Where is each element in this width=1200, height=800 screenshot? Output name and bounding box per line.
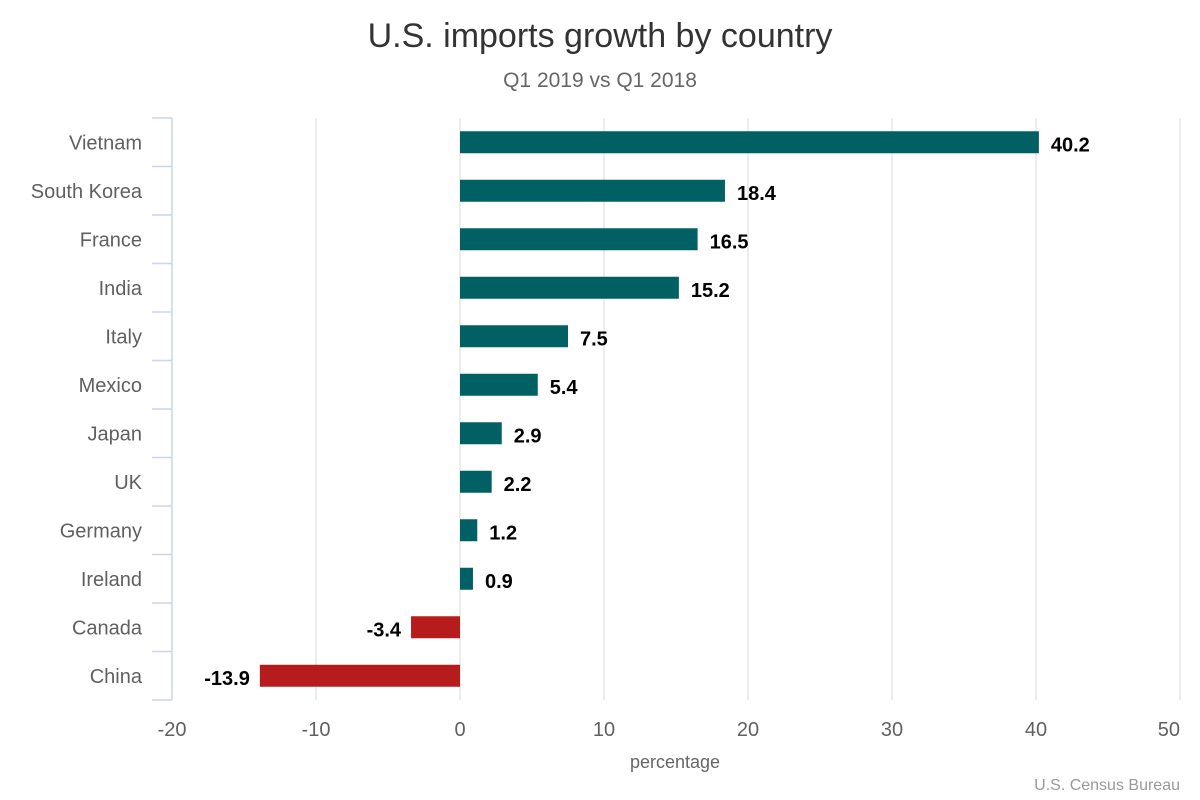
category-axis: Vietnam South Korea France India Italy Mexico… — [31, 117, 173, 701]
category-label: China — [90, 666, 143, 688]
bar — [460, 422, 502, 445]
x-tick-label: 50 — [1158, 719, 1180, 741]
x-tick-label: 40 — [1025, 719, 1047, 741]
data-label: 2.9 — [514, 425, 542, 447]
bar — [460, 325, 568, 348]
data-label: 1.2 — [489, 522, 517, 544]
data-label: 2.2 — [504, 474, 532, 496]
category-label: Japan — [88, 423, 143, 445]
category-label: Vietnam — [69, 132, 142, 154]
x-tick-label: 20 — [737, 719, 759, 741]
data-label: 16.5 — [710, 231, 749, 253]
credit-text: U.S. Census Bureau — [1034, 777, 1180, 794]
bar — [460, 276, 679, 299]
data-label: 0.9 — [485, 571, 513, 593]
chart-subtitle: Q1 2019 vs Q1 2018 — [503, 69, 697, 92]
category-label: France — [80, 229, 142, 251]
data-label: 15.2 — [691, 280, 730, 302]
bar — [460, 228, 698, 251]
chart-title: U.S. imports growth by country — [368, 17, 833, 55]
data-labels: 40.2 18.4 16.5 15.2 7.5 5.4 2.9 2.2 1.2 0.9 -3.4 -1… — [204, 134, 1090, 690]
category-label: Mexico — [79, 375, 142, 397]
x-tick-label: 30 — [881, 719, 903, 741]
x-tick-label: 10 — [593, 719, 615, 741]
category-label: Canada — [72, 617, 143, 639]
x-axis-title: percentage — [630, 752, 720, 772]
category-label: South Korea — [31, 181, 143, 203]
x-tick-label: -20 — [158, 719, 187, 741]
data-label: 7.5 — [580, 328, 608, 350]
x-tick-label: 0 — [454, 719, 465, 741]
bar — [460, 179, 725, 202]
bar — [259, 664, 460, 687]
category-label: Ireland — [81, 569, 142, 591]
data-label: 18.4 — [737, 183, 777, 205]
data-label: -13.9 — [204, 668, 250, 690]
category-label: India — [99, 278, 143, 300]
bar — [460, 373, 538, 396]
bar — [460, 131, 1039, 154]
bar — [460, 470, 492, 493]
grid-lines — [315, 118, 1181, 700]
bar — [460, 567, 473, 590]
data-label: 5.4 — [550, 377, 579, 399]
bar — [411, 616, 460, 639]
category-label: Italy — [105, 326, 142, 348]
category-label: UK — [114, 472, 142, 494]
x-tick-label: -10 — [302, 719, 331, 741]
data-label: -3.4 — [367, 619, 402, 641]
category-label: Germany — [60, 520, 142, 542]
bar — [460, 519, 478, 542]
bars — [259, 131, 1039, 687]
data-label: 40.2 — [1051, 134, 1090, 156]
x-axis-tick-labels: -20 -10 0 10 20 30 40 50 — [158, 719, 1180, 741]
